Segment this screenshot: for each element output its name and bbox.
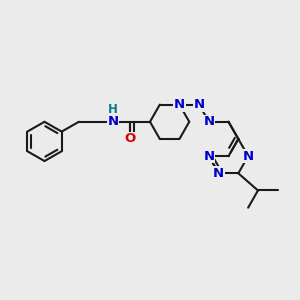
Text: N: N bbox=[174, 98, 185, 111]
Text: N: N bbox=[243, 150, 254, 163]
Text: N: N bbox=[203, 115, 214, 128]
Text: N: N bbox=[203, 150, 214, 163]
Text: N: N bbox=[213, 167, 224, 180]
Text: N: N bbox=[194, 98, 205, 111]
Text: H: H bbox=[108, 103, 118, 116]
Text: O: O bbox=[125, 133, 136, 146]
Text: N: N bbox=[108, 115, 119, 128]
